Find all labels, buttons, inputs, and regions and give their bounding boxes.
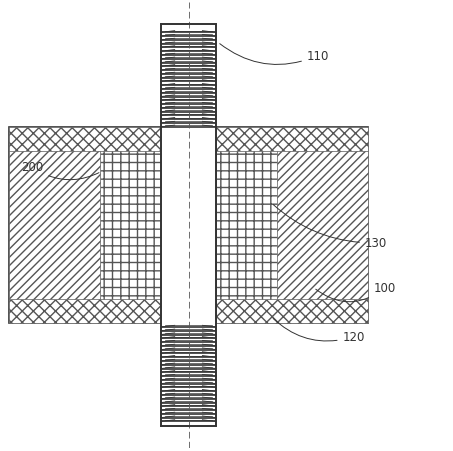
Bar [9,299,161,323]
Bar [161,25,216,426]
Text: 200: 200 [21,161,99,180]
Bar [100,152,161,299]
Bar [9,128,161,323]
Text: 120: 120 [273,319,365,343]
Text: 100: 100 [316,281,396,302]
Bar [9,128,161,152]
Bar [277,152,368,299]
Text: 130: 130 [273,205,387,250]
Bar [216,128,368,323]
Bar [216,152,277,299]
Bar [216,128,368,152]
Bar [9,152,100,299]
Text: 110: 110 [220,45,329,65]
Bar [216,299,368,323]
